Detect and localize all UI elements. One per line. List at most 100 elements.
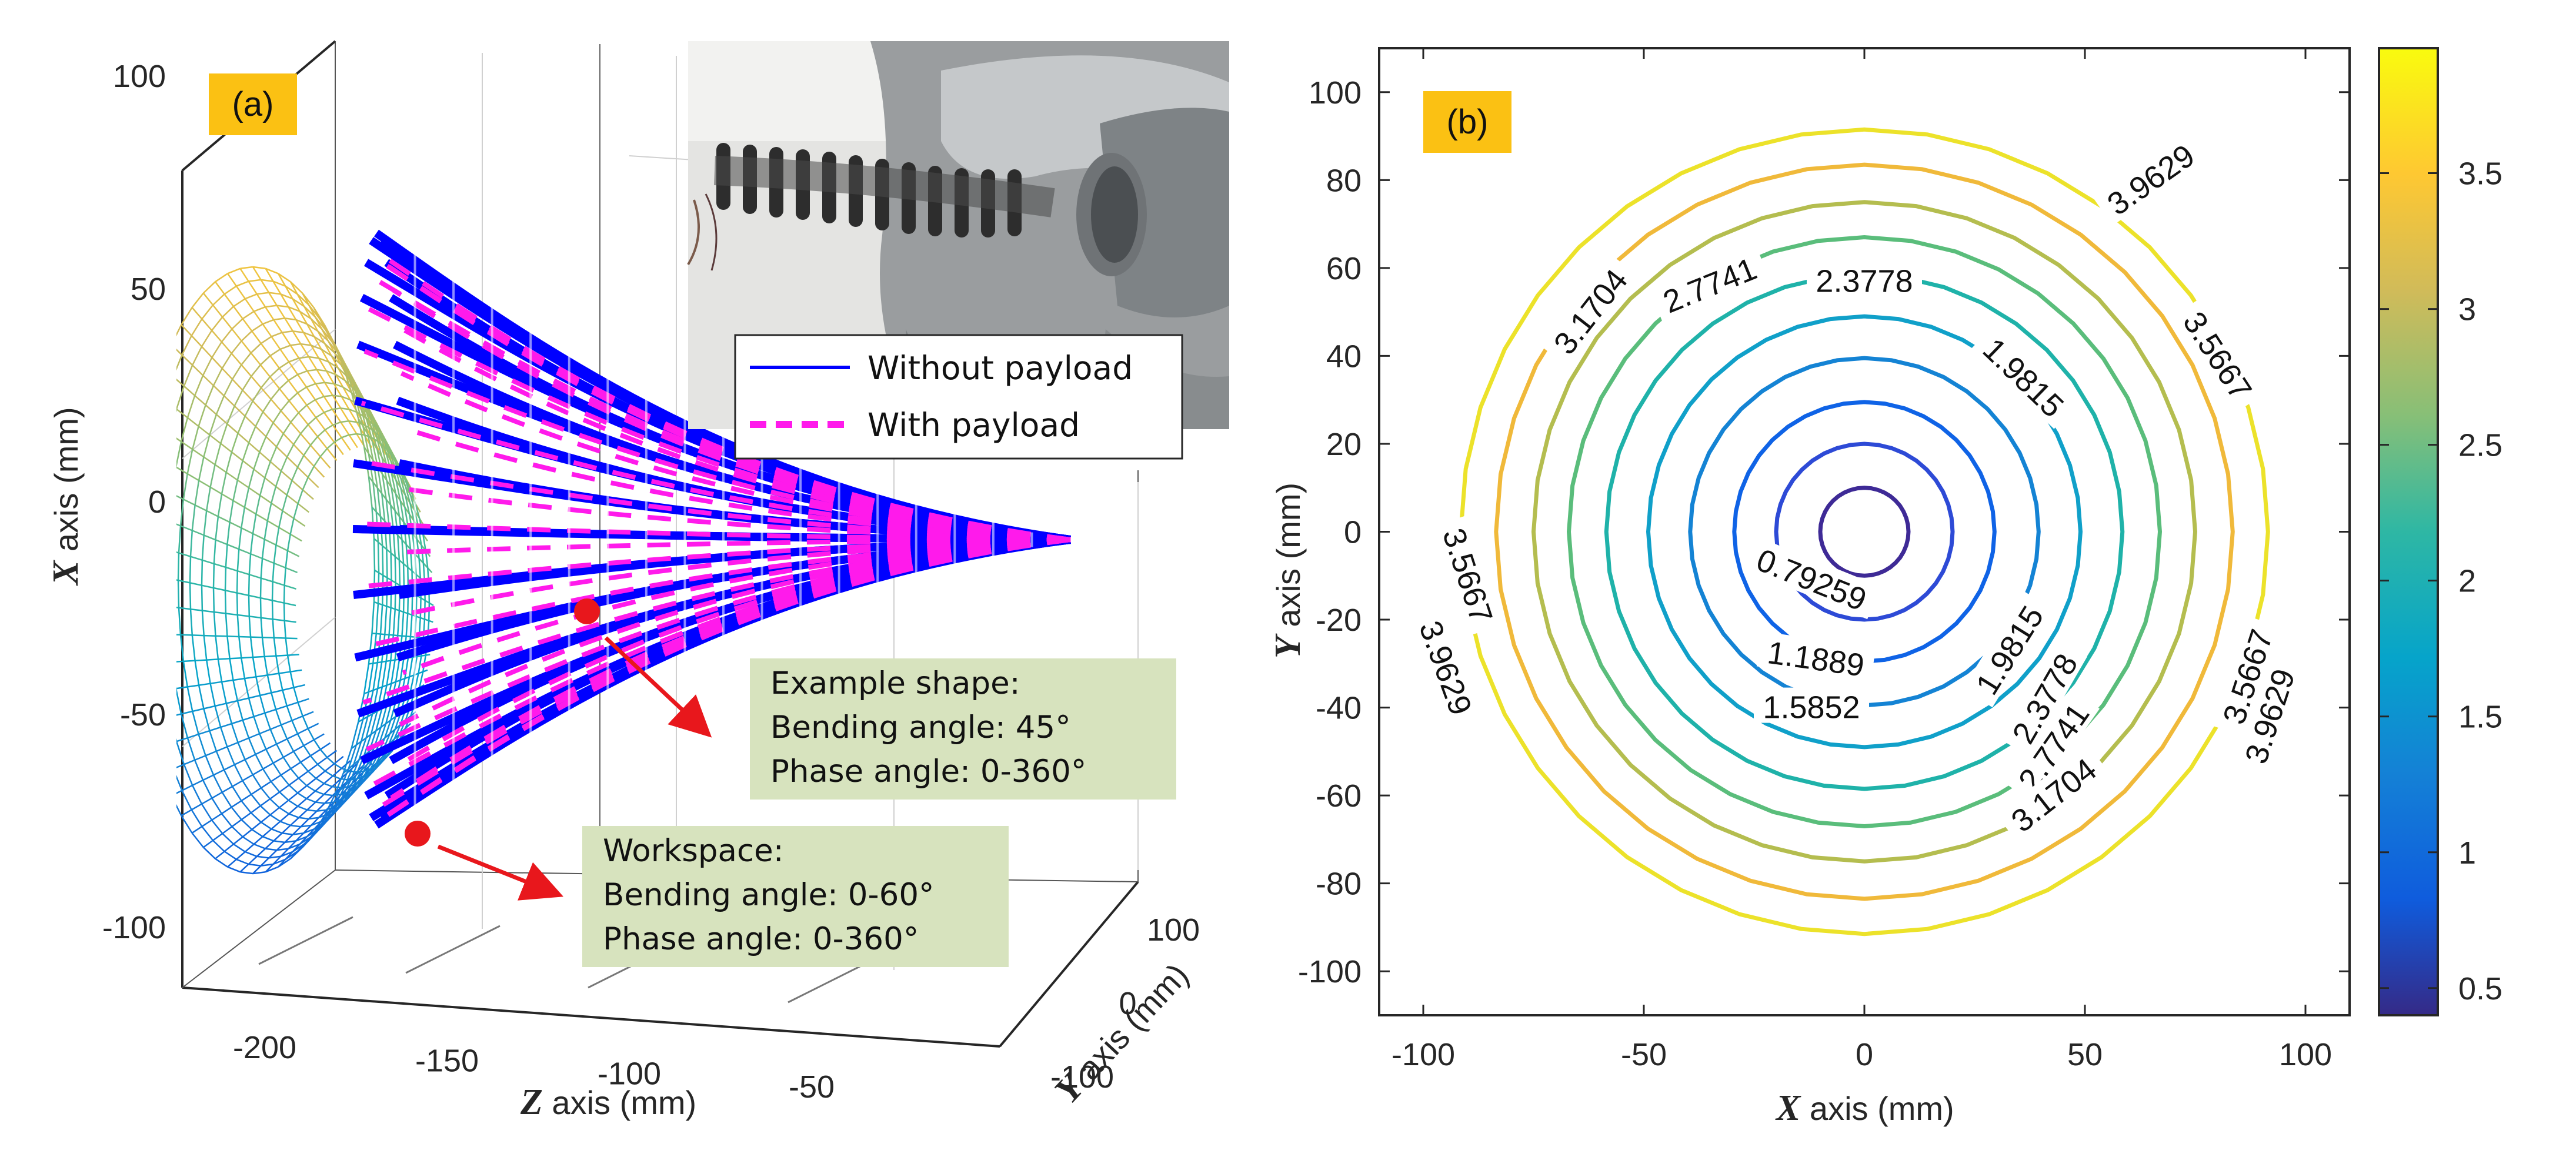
mesh-parallel	[223, 770, 233, 787]
mesh-parallel	[323, 782, 333, 788]
mesh-parallel	[236, 858, 249, 865]
mesh-parallel	[331, 798, 343, 814]
mesh-parallel	[303, 444, 311, 456]
z-tick-label: -50	[789, 1069, 835, 1105]
y-tick-label: -20	[1316, 603, 1362, 638]
mesh-parallel	[176, 467, 177, 469]
colorbar-tick-label: 2.5	[2458, 428, 2502, 463]
y-tick-label: -80	[1316, 867, 1362, 902]
mesh-parallel	[308, 305, 321, 320]
mesh-parallel	[282, 832, 293, 835]
panel-label-b: (b)	[1423, 91, 1511, 153]
x-tick-label: -100	[102, 910, 166, 945]
mesh-parallel	[248, 698, 255, 717]
mesh-parallel	[262, 319, 274, 325]
mesh-parallel	[252, 657, 257, 677]
mesh-parallel	[409, 675, 415, 693]
mesh-parallel	[290, 281, 303, 294]
mesh-parallel	[264, 713, 271, 730]
mesh-parallel	[321, 813, 333, 827]
mesh-parallel	[269, 367, 280, 377]
mesh-parallel	[201, 535, 205, 560]
mesh-parallel	[205, 385, 215, 406]
mesh-parallel	[233, 298, 246, 307]
grid-line	[405, 925, 500, 974]
mesh-parallel	[176, 741, 185, 765]
mesh-parallel	[343, 786, 354, 801]
y-tick-label: -60	[1316, 778, 1362, 814]
mesh-parallel	[275, 527, 280, 546]
mesh-parallel	[286, 444, 295, 457]
mesh-parallel	[326, 370, 336, 376]
mesh-parallel	[351, 392, 359, 419]
mesh-parallel	[286, 738, 295, 752]
mesh-parallel	[285, 851, 298, 860]
colorbar-tick-label: 1	[2458, 835, 2476, 871]
mesh-parallel	[181, 307, 193, 326]
mesh-parallel	[358, 737, 367, 761]
contour-label-halo	[1539, 254, 1639, 367]
mesh-parallel	[355, 719, 364, 745]
mesh-parallel	[236, 280, 249, 287]
mesh-parallel	[360, 716, 369, 742]
mesh-parallel	[253, 306, 266, 312]
mesh-parallel	[390, 553, 392, 581]
mesh-parallel	[176, 687, 177, 689]
backbone-with-payload	[365, 537, 1071, 752]
contour-label-halo	[1807, 261, 1922, 297]
mesh-parallel	[176, 354, 183, 371]
mesh-parallel	[201, 803, 213, 821]
mesh-parallel	[249, 637, 254, 658]
mesh-parallel	[363, 734, 372, 756]
mesh-parallel	[176, 441, 182, 467]
mesh-parallel	[217, 659, 223, 682]
mesh-parallel	[418, 558, 422, 578]
mesh-parallel	[256, 855, 269, 859]
y-tick-label: 100	[1309, 75, 1362, 111]
contour-label: 2.3778	[1807, 261, 1922, 299]
mesh-parallel	[192, 711, 199, 735]
mesh-parallel	[370, 426, 378, 450]
mesh-parallel	[324, 343, 335, 354]
mesh-parallel	[251, 323, 263, 332]
mesh-parallel	[332, 421, 341, 426]
mesh-parallel	[253, 843, 266, 849]
mesh-parallel	[306, 399, 316, 406]
mesh-parallel	[143, 542, 144, 573]
mesh-parallel	[260, 355, 271, 366]
mesh-parallel	[241, 352, 252, 366]
y-tick-label: -100	[1298, 954, 1362, 989]
mesh-parallel	[353, 741, 362, 765]
contour-label-halo	[1971, 323, 2079, 429]
mesh-parallel	[392, 609, 396, 635]
mesh-parallel	[315, 819, 327, 834]
mesh-parallel	[395, 494, 401, 517]
mesh-parallel	[162, 345, 171, 367]
annotation-line: Phase angle: 0-360°	[603, 921, 919, 957]
mesh-parallel	[260, 558, 263, 578]
mesh-parallel	[256, 292, 269, 295]
mesh-parallel	[332, 785, 341, 789]
mesh-parallel	[167, 521, 169, 550]
mesh-parallel	[268, 292, 281, 295]
mesh-parallel	[223, 851, 237, 860]
mesh-parallel	[372, 482, 378, 512]
mesh-parallel	[376, 661, 383, 689]
grid-line	[258, 916, 353, 965]
mesh-parallel	[212, 587, 215, 613]
mesh-parallel	[202, 847, 216, 859]
mesh-parallel	[261, 336, 272, 344]
mesh-parallel	[342, 367, 352, 393]
mesh-parallel	[341, 434, 349, 439]
mesh-parallel	[323, 409, 333, 413]
mesh-parallel	[405, 486, 411, 504]
mesh-parallel	[317, 330, 329, 342]
y-axis-label: Y axis (mm)	[1047, 955, 1197, 1110]
mesh-parallel	[272, 563, 275, 582]
contour-line	[1688, 356, 2041, 708]
mesh-parallel	[242, 376, 252, 391]
mesh-parallel	[132, 507, 134, 538]
panel-label-a: (a)	[209, 73, 297, 135]
colorbar-tick-labels: 3.5 3 2.5 2 1.5 1 0.5	[2379, 156, 2502, 1006]
mesh-parallel	[198, 734, 206, 756]
